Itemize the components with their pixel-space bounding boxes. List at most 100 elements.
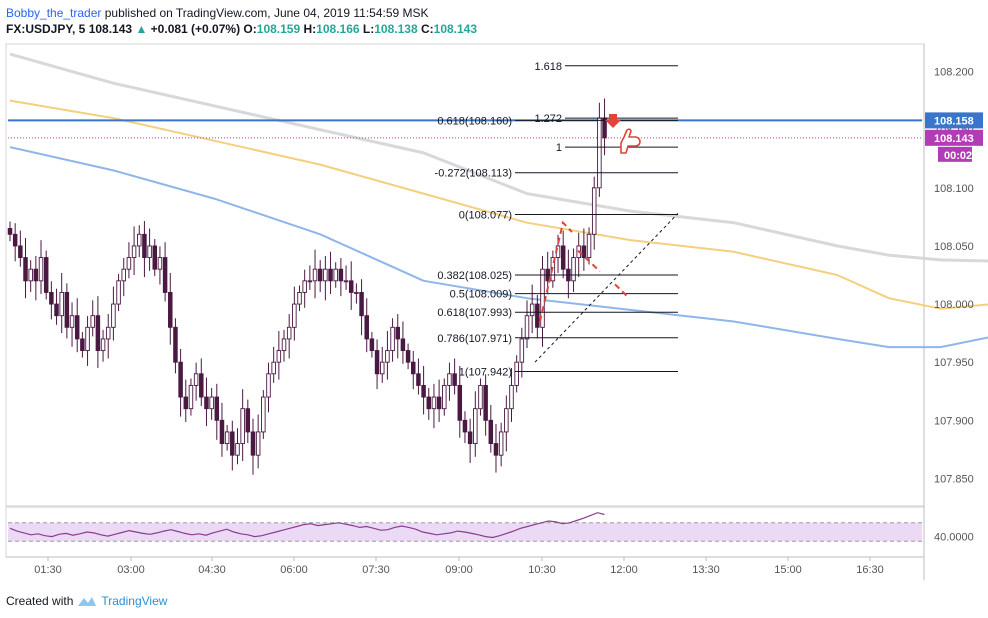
thumbs-up-icon[interactable] (620, 128, 641, 154)
chart-header: Bobby_the_trader published on TradingVie… (6, 6, 906, 38)
fib-level-label: 0.618(107.993) (437, 307, 512, 319)
candle-body (328, 268, 333, 282)
author-link[interactable]: Bobby_the_trader (6, 6, 102, 20)
candle-body (333, 268, 338, 282)
candle-body (307, 280, 313, 283)
candle-body (348, 280, 354, 293)
candle-body (54, 303, 59, 317)
down-arrow-icon[interactable] (605, 114, 621, 128)
candle-body (271, 361, 276, 375)
candle-body (478, 384, 483, 410)
candle-body (452, 373, 457, 386)
candle-body (493, 443, 499, 456)
candle-body (317, 268, 323, 282)
rsi-pane[interactable] (8, 512, 922, 542)
candle-body (591, 187, 597, 235)
candle-body (519, 338, 525, 363)
candle-body (126, 257, 132, 270)
fib-level-label: -0.272(108.113) (435, 168, 512, 180)
low-value: 108.138 (374, 22, 418, 36)
candle-body (514, 361, 519, 386)
candle-body (12, 233, 18, 247)
candle-body (85, 326, 90, 352)
candle-body (33, 268, 39, 282)
time-axis[interactable]: 01:30 03:00 04:30 06:00 07:30 09:00 10:30 12:00… (34, 557, 884, 576)
high-label: H: (303, 22, 317, 36)
low-label: L: (362, 22, 375, 36)
open-value: 108.159 (256, 22, 301, 36)
candle-body (529, 303, 535, 317)
candle-body (323, 268, 328, 282)
time-tick-label: 07:30 (362, 564, 390, 576)
fib-level-label: 0.786(107.971) (437, 333, 512, 345)
candle-body (74, 315, 80, 340)
candle-body (266, 373, 271, 398)
candle-body (59, 291, 64, 317)
fib-level-label: 0(108.077) (459, 210, 512, 222)
candle-body (364, 315, 369, 340)
candle-body (147, 245, 152, 259)
candle-body (571, 257, 576, 282)
high-value: 108.166 (316, 22, 360, 36)
candle-body (369, 338, 375, 352)
time-tick-label: 06:00 (280, 564, 308, 576)
candle-body (276, 350, 282, 363)
fib-level-label: 1(107.942) (459, 366, 512, 378)
fib-level-label: 1.272 (534, 113, 562, 125)
candle-body (302, 280, 307, 293)
price-axis[interactable]: 108.200108.150108.100108.050108.000107.9… (925, 67, 983, 544)
candle-body (121, 268, 126, 282)
candle-body (297, 291, 302, 305)
candle-body (426, 396, 432, 410)
candle-body (374, 350, 380, 375)
candle-body (602, 117, 607, 139)
candle-body (286, 326, 292, 340)
candle-body (188, 384, 194, 410)
candle-body (224, 431, 230, 445)
time-tick-label: 10:30 (528, 564, 556, 576)
candle-body (95, 315, 101, 352)
fib-level-label: 0.382(108.025) (437, 270, 512, 282)
candle-body (395, 326, 401, 340)
candle-body (292, 303, 297, 328)
published-text: published on TradingView.com, June 04, 2… (101, 6, 429, 20)
time-tick-label: 16:30 (856, 564, 884, 576)
close-value: 108.143 (433, 22, 478, 36)
candle-body (281, 338, 287, 352)
candle-body (214, 396, 220, 421)
candle-body (535, 303, 540, 328)
price-tick-label: 107.950 (934, 357, 974, 369)
candle-body (199, 373, 204, 398)
candle-body (250, 431, 256, 456)
candle-body (431, 396, 437, 410)
price-pane[interactable]: 1.618 1.272 0.618(108.160) 1 -0.272(108.113)… (7, 52, 988, 475)
zigzag-dashed[interactable] (539, 220, 629, 322)
tradingview-brand-link[interactable]: TradingView (101, 594, 168, 608)
hline-price-label: 108.158 (934, 115, 974, 127)
price-tick-label: 108.100 (934, 183, 974, 195)
ma_mid-line (9, 99, 988, 310)
time-tick-label: 13:30 (692, 564, 720, 576)
candle-body (64, 291, 70, 328)
fib-level-label: 1 (556, 142, 562, 154)
candle-body (540, 268, 545, 328)
tradingview-logo-icon (78, 597, 97, 606)
candle-body (7, 228, 13, 235)
candle-body (235, 443, 240, 456)
hline-price-badge (925, 112, 983, 129)
candle-body (560, 245, 566, 270)
price-tick-label: 108.200 (934, 67, 974, 79)
candle-body (173, 326, 178, 363)
trendline-dashed[interactable] (534, 213, 679, 363)
candle-body (152, 245, 158, 270)
last-price-label: 108.143 (88, 22, 133, 36)
candle-body (116, 280, 121, 305)
ma_fast-line (9, 146, 988, 349)
candle-body (457, 384, 463, 421)
price-tick-label: 107.850 (934, 473, 974, 485)
candle-body (462, 419, 468, 433)
rsi-tick-label: 40.0000 (934, 532, 974, 544)
time-tick-label: 15:00 (774, 564, 802, 576)
candle-body (18, 245, 23, 259)
